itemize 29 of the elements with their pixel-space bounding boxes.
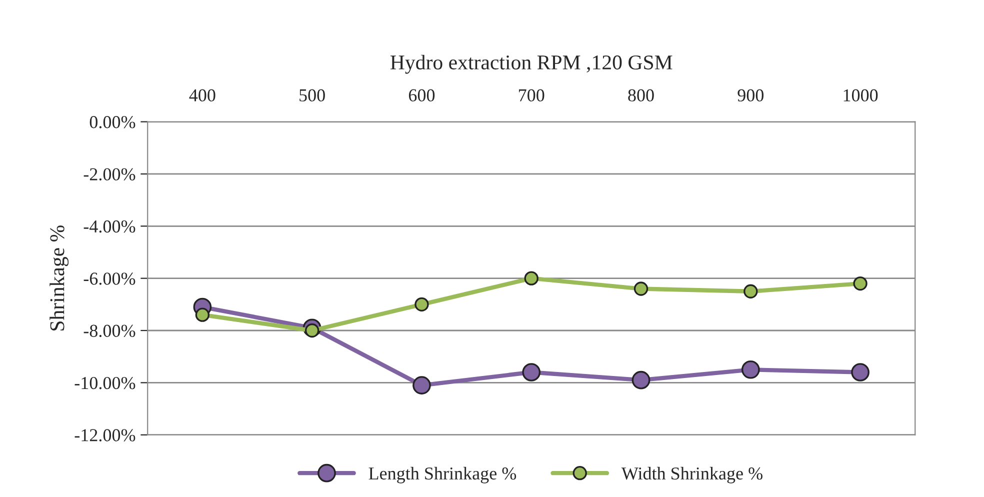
x-tick-label: 500 <box>300 89 325 102</box>
point <box>195 308 210 322</box>
point <box>741 360 760 379</box>
point <box>853 276 868 291</box>
y-tick-label: -8.00% <box>84 324 136 338</box>
y-tick-label: -12.00% <box>74 429 136 442</box>
x-tick-label: 700 <box>519 89 544 102</box>
x-tick-label: 600 <box>408 89 435 102</box>
point <box>851 363 870 382</box>
y-tick-label: -2.00% <box>84 168 136 180</box>
point <box>744 284 758 298</box>
point <box>414 297 429 312</box>
x-tick-label: 900 <box>738 89 764 102</box>
y-axis-title: Shrinkage % <box>50 226 69 330</box>
x-tick-label: 400 <box>189 89 216 102</box>
legend-label: Length Shrinkage % <box>368 466 516 484</box>
x-axis-title: Hydro extraction RPM ,120 GSM <box>390 54 672 74</box>
x-tick-label: 800 <box>628 89 654 102</box>
point <box>524 271 538 286</box>
point <box>634 282 648 296</box>
x-tick-label: 1000 <box>844 89 878 102</box>
point <box>632 370 650 390</box>
point <box>412 376 431 394</box>
y-tick-label: -6.00% <box>84 272 136 285</box>
point <box>522 363 541 382</box>
y-tick-label: 0.00% <box>90 116 136 128</box>
legend-label: Width Shrinkage % <box>621 466 762 484</box>
y-tick-label: -4.00% <box>84 220 136 233</box>
y-tick-label: -10.00% <box>74 376 136 390</box>
